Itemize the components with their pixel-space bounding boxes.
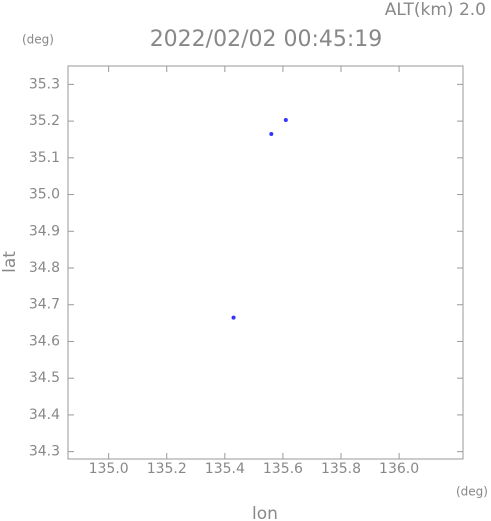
y-tick-label: 34.9: [29, 223, 60, 239]
altitude-label: ALT(km) 2.0: [385, 0, 486, 20]
x-tick-label: 135.0: [89, 461, 129, 477]
y-tick-label: 35.2: [29, 113, 60, 129]
y-tick-label: 34.3: [29, 444, 60, 460]
chart-title: 2022/02/02 00:45:19: [150, 27, 383, 52]
point: [269, 131, 274, 136]
point: [283, 117, 288, 122]
y-tick-label: 35.3: [29, 76, 60, 92]
y-axis-label: lat: [0, 251, 20, 273]
x-unit: (deg): [456, 485, 488, 499]
x-tick-label: 135.6: [263, 461, 303, 477]
y-tick-label: 35.1: [29, 150, 60, 166]
y-tick-label: 34.4: [29, 407, 60, 423]
y-tick-label: 34.6: [29, 333, 60, 349]
plot-frame: [67, 65, 464, 460]
x-tick-label: 135.2: [147, 461, 187, 477]
y-tick-label: 34.8: [29, 260, 60, 276]
y-tick-label: 34.5: [29, 370, 60, 386]
y-tick-label: 34.7: [29, 297, 60, 313]
y-unit: (deg): [22, 33, 54, 47]
x-tick-label: 135.4: [205, 461, 245, 477]
point: [231, 315, 236, 320]
x-tick-label: 136.0: [379, 461, 419, 477]
x-tick-label: 135.8: [321, 461, 361, 477]
y-tick-label: 35.0: [29, 187, 60, 203]
x-axis-label: lon: [252, 504, 278, 521]
